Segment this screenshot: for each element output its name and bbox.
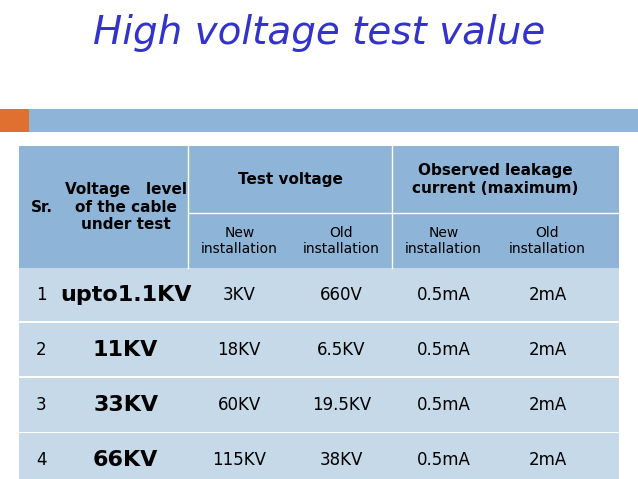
Text: 0.5mA: 0.5mA [417,396,470,414]
Bar [29,109,638,132]
Text: upto1.1KV: upto1.1KV [60,285,191,305]
Text: 1: 1 [36,285,47,304]
Text: New
installation: New installation [201,226,278,256]
Text: 115KV: 115KV [212,451,266,469]
Text: 3KV: 3KV [223,285,256,304]
Text: 38KV: 38KV [320,451,363,469]
Text: Old
installation: Old installation [509,226,586,256]
Text: High voltage test value: High voltage test value [93,14,545,52]
Text: 6.5KV: 6.5KV [317,341,366,359]
Text: 2mA: 2mA [528,285,567,304]
Text: Sr.: Sr. [31,200,52,215]
Text: Old
installation: Old installation [303,226,380,256]
Bar [19,433,619,479]
Bar [19,323,619,376]
Text: 2mA: 2mA [528,396,567,414]
Text: 60KV: 60KV [218,396,261,414]
Text: 66KV: 66KV [93,450,158,470]
Text: 2mA: 2mA [528,451,567,469]
Text: 11KV: 11KV [93,340,158,360]
Text: 33KV: 33KV [93,395,158,415]
Bar [19,378,619,432]
Text: 660V: 660V [320,285,363,304]
Bar [0,109,29,132]
Text: 3: 3 [36,396,47,414]
Text: 0.5mA: 0.5mA [417,285,470,304]
Text: 4: 4 [36,451,47,469]
Text: 2: 2 [36,341,47,359]
Bar [19,213,619,268]
Text: 0.5mA: 0.5mA [417,341,470,359]
Bar [19,146,619,213]
Text: 2mA: 2mA [528,341,567,359]
Text: 18KV: 18KV [218,341,261,359]
Bar [19,268,619,321]
Text: 19.5KV: 19.5KV [312,396,371,414]
Text: Observed leakage
current (maximum): Observed leakage current (maximum) [412,163,579,196]
Text: Test voltage: Test voltage [238,172,343,187]
Text: New
installation: New installation [405,226,482,256]
Text: 0.5mA: 0.5mA [417,451,470,469]
Text: Voltage   level
of the cable
under test: Voltage level of the cable under test [64,182,187,232]
